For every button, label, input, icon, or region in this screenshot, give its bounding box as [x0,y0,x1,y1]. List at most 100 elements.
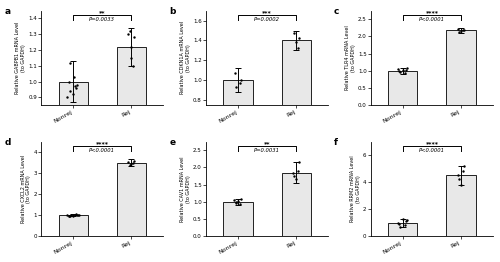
Y-axis label: Relative TLR4 mRNA Level
(to GAPDH): Relative TLR4 mRNA Level (to GAPDH) [345,25,356,90]
Point [457,183,465,187]
Bar [446,175,476,236]
Point [402,219,410,223]
Point [454,173,462,177]
Text: P=0.0031: P=0.0031 [254,148,280,153]
Point [64,214,72,218]
Point [66,214,74,218]
Point [71,212,79,217]
Point [73,83,81,87]
Bar [117,47,146,239]
Text: f: f [334,138,338,147]
Point [292,177,300,182]
Point [238,78,246,82]
Point [130,35,138,40]
Bar [388,223,418,236]
Text: d: d [4,138,11,147]
Point [232,201,240,205]
Bar [388,71,418,105]
Point [128,45,136,49]
Text: a: a [4,7,10,16]
Point [64,79,72,84]
Point [295,36,303,41]
Bar [224,80,252,180]
Point [460,28,468,32]
Text: ****: **** [426,10,438,15]
Point [66,89,74,93]
Point [396,69,404,73]
Point [126,29,134,33]
Point [73,213,81,217]
Point [459,169,467,173]
Text: P=0.0033: P=0.0033 [90,17,116,22]
Text: P=0.0002: P=0.0002 [254,17,280,22]
Point [72,212,80,216]
Point [394,67,402,71]
Point [71,84,79,88]
Point [399,216,407,221]
Point [124,32,132,36]
Point [70,75,78,79]
Point [290,171,298,175]
Point [236,201,244,206]
Text: ***: *** [262,10,272,15]
Y-axis label: Relative CDKN1A mRNA Level
(to GAPDH): Relative CDKN1A mRNA Level (to GAPDH) [180,21,191,95]
Y-axis label: Relative CAV1 mRNA Level
(to GAPDH): Relative CAV1 mRNA Level (to GAPDH) [180,156,191,222]
Text: P<0.0001: P<0.0001 [419,148,445,153]
Text: **: ** [99,10,105,15]
Bar [58,215,87,236]
Y-axis label: Relative GABPB1 mRNA Level
(to GAPDH): Relative GABPB1 mRNA Level (to GAPDH) [16,22,26,94]
Point [128,56,136,60]
Y-axis label: Relative CXCL2 mRNA Level
(to GAPDH): Relative CXCL2 mRNA Level (to GAPDH) [20,155,32,223]
Point [234,199,242,203]
Point [238,197,246,201]
Point [404,66,411,70]
Point [230,198,238,202]
Point [64,95,72,99]
Bar [58,81,87,239]
Text: c: c [334,7,340,16]
Point [401,70,409,75]
Point [126,163,134,167]
Bar [282,173,311,236]
Text: **: ** [264,141,270,146]
Point [460,164,468,168]
Point [454,27,462,31]
Bar [117,163,146,236]
Point [128,162,136,166]
Point [396,222,404,226]
Point [290,30,298,35]
Point [124,160,132,164]
Point [232,200,239,204]
Point [64,213,72,217]
Bar [282,40,311,180]
Point [295,160,303,164]
Y-axis label: Relative RRM2 mRNA Level
(to GAPDH): Relative RRM2 mRNA Level (to GAPDH) [350,156,361,222]
Bar [446,30,476,105]
Point [294,46,302,51]
Point [129,161,137,165]
Point [292,40,300,45]
Point [394,221,402,225]
Point [399,68,407,72]
Point [404,218,411,222]
Point [75,213,83,217]
Point [74,213,82,217]
Point [456,30,464,34]
Point [396,70,404,74]
Point [290,174,298,178]
Point [396,225,404,229]
Point [236,81,244,85]
Point [459,28,467,32]
Point [231,71,239,75]
Point [69,214,77,218]
Text: ****: **** [96,141,109,146]
Point [401,223,409,227]
Point [69,92,77,96]
Text: b: b [170,7,175,16]
Point [457,29,465,33]
Text: ****: **** [426,141,438,146]
Bar [224,202,252,236]
Point [232,85,240,89]
Point [68,213,76,217]
Point [72,86,80,90]
